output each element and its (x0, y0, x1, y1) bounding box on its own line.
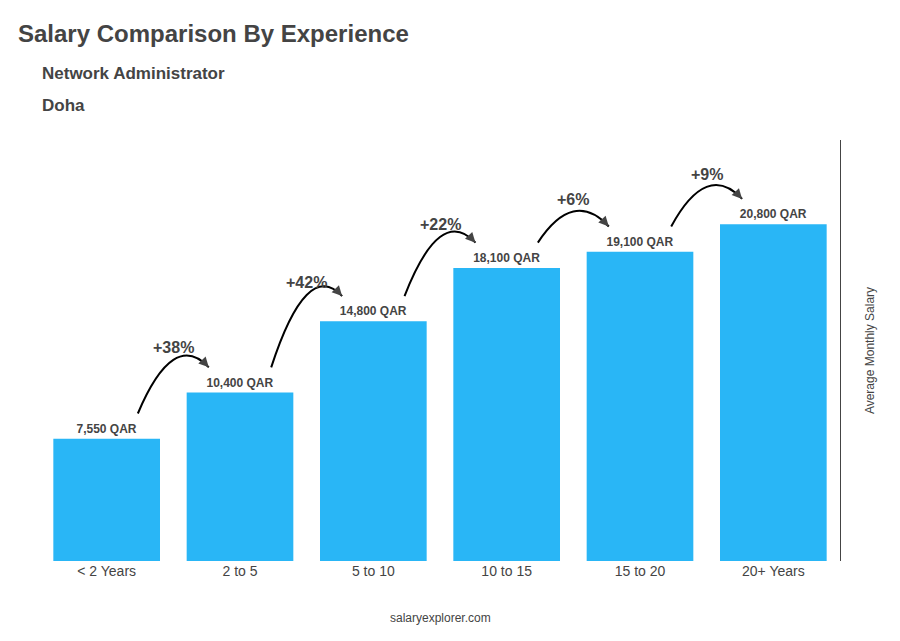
svg-text:15 to 20: 15 to 20 (615, 563, 666, 579)
svg-text:18,100 QAR: 18,100 QAR (473, 251, 540, 265)
svg-text:10 to 15: 10 to 15 (481, 563, 532, 579)
svg-text:20,800 QAR: 20,800 QAR (740, 207, 807, 221)
svg-text:14,800 QAR: 14,800 QAR (340, 304, 407, 318)
svg-text:+9%: +9% (691, 166, 723, 183)
svg-text:+38%: +38% (153, 339, 194, 356)
svg-text:10,400 QAR: 10,400 QAR (206, 376, 273, 390)
svg-text:+6%: +6% (557, 191, 589, 208)
svg-text:Average Monthly Salary: Average Monthly Salary (863, 287, 877, 414)
svg-text:+42%: +42% (286, 274, 327, 291)
svg-text:5 to 10: 5 to 10 (352, 563, 395, 579)
svg-text:Doha: Doha (42, 96, 85, 115)
svg-text:salaryexplorer.com: salaryexplorer.com (390, 611, 491, 625)
svg-text:7,550 QAR: 7,550 QAR (76, 422, 136, 436)
svg-text:2 to 5: 2 to 5 (222, 563, 257, 579)
svg-text:+22%: +22% (420, 216, 461, 233)
svg-text:Network Administrator: Network Administrator (42, 64, 225, 83)
svg-text:< 2 Years: < 2 Years (77, 563, 136, 579)
svg-text:20+ Years: 20+ Years (742, 563, 805, 579)
svg-text:Salary Comparison By Experienc: Salary Comparison By Experience (18, 20, 409, 47)
svg-text:19,100 QAR: 19,100 QAR (606, 235, 673, 249)
